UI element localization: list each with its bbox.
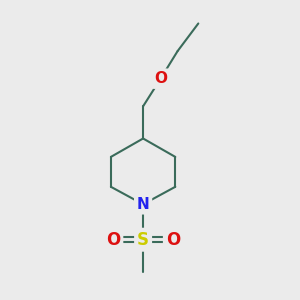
Text: O: O [106,231,120,249]
Text: O: O [166,231,180,249]
Text: S: S [137,231,149,249]
Text: O: O [154,71,167,86]
Text: N: N [137,197,149,212]
